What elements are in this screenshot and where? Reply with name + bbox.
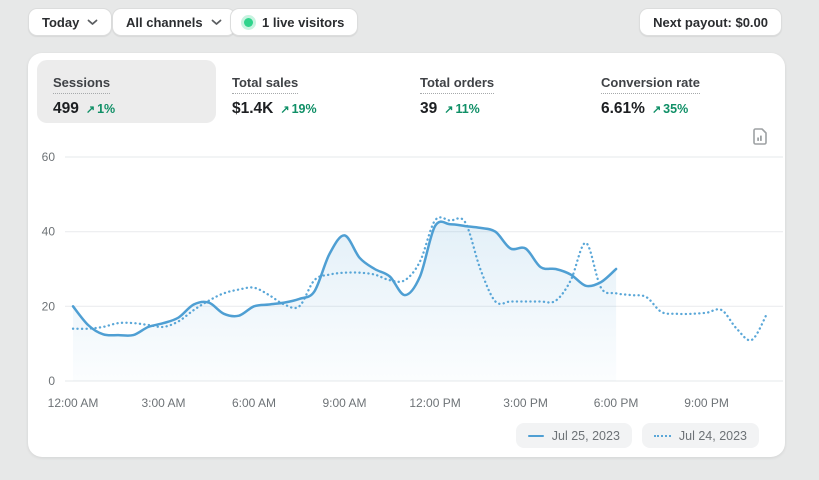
- y-axis-label: 60: [42, 150, 56, 164]
- trend-up-icon: ↗: [444, 104, 454, 116]
- live-indicator-dot-icon: [244, 17, 253, 27]
- report-file-icon: [752, 127, 767, 145]
- y-axis-label: 0: [48, 374, 55, 388]
- total-orders-metric-label: Total orders: [420, 75, 495, 94]
- sessions-metric-label: Sessions: [53, 75, 111, 94]
- sessions-line-chart[interactable]: 0 20 40 60 12:00 AM 3:00 AM 6:00 AM 9:00 AM 12:0…: [28, 146, 785, 430]
- next-payout-label: Next payout: $0.00: [653, 14, 768, 30]
- x-axis-label: 6:00 PM: [594, 396, 639, 410]
- total-orders-metric-value: 39: [420, 100, 438, 117]
- conversion-rate-metric-value: 6.61%: [601, 100, 645, 117]
- x-axis-label: 3:00 AM: [141, 396, 185, 410]
- x-axis-label: 12:00 AM: [48, 396, 99, 410]
- series-line-jul-25-2023: [71, 220, 618, 337]
- live-visitors-label: 1 live visitors: [262, 14, 345, 30]
- live-visitors-badge[interactable]: 1 live visitors: [230, 8, 359, 36]
- legend-label: Jul 24, 2023: [678, 428, 747, 443]
- x-axis-label: 9:00 AM: [323, 396, 367, 410]
- legend-item-jul-24[interactable]: Jul 24, 2023: [641, 423, 759, 448]
- x-axis-label: 6:00 AM: [232, 396, 276, 410]
- date-range-label: Today: [42, 14, 80, 30]
- total-sales-metric-value: $1.4K: [232, 100, 274, 117]
- total-orders-metric-delta: 11%: [455, 102, 480, 116]
- chevron-down-icon: [211, 19, 222, 26]
- date-range-dropdown[interactable]: Today: [28, 8, 113, 36]
- trend-up-icon: ↗: [651, 104, 662, 116]
- legend-label: Jul 25, 2023: [551, 428, 620, 443]
- chevron-down-icon: [87, 19, 98, 26]
- chart-legend: Jul 25, 2023 Jul 24, 2023: [515, 423, 759, 448]
- conversion-rate-metric-label: Conversion rate: [601, 75, 700, 94]
- x-axis-label: 12:00 PM: [409, 396, 460, 410]
- export-report-button[interactable]: [750, 126, 770, 146]
- dotted-line-swatch-icon: [653, 434, 671, 437]
- total-sales-metric-delta: 19%: [291, 102, 317, 116]
- y-axis-label: 40: [42, 225, 56, 239]
- trend-up-icon: ↗: [85, 104, 96, 116]
- legend-item-jul-25[interactable]: Jul 25, 2023: [515, 423, 632, 448]
- trend-up-icon: ↗: [280, 104, 290, 116]
- tab-sessions[interactable]: Sessions 499 ↗ 1%: [37, 60, 216, 123]
- solid-line-swatch-icon: [527, 434, 544, 437]
- x-axis-label: 9:00 PM: [684, 396, 729, 410]
- total-sales-metric-label: Total sales: [232, 75, 299, 94]
- conversion-rate-metric-delta: 35%: [663, 102, 689, 116]
- analytics-card: Sessions 499 ↗ 1% Total sales $1.4K ↗ 19…: [28, 53, 785, 457]
- sessions-metric-delta: 1%: [97, 102, 116, 116]
- tab-total-sales[interactable]: Total sales $1.4K ↗ 19%: [232, 74, 317, 118]
- tab-total-orders[interactable]: Total orders 39 ↗ 11%: [420, 74, 495, 118]
- y-axis-label: 20: [42, 299, 56, 313]
- channel-filter-dropdown[interactable]: All channels: [112, 8, 236, 36]
- series-area-fill: [73, 221, 617, 381]
- x-axis-label: 3:00 PM: [503, 396, 548, 410]
- sessions-metric-value: 499: [53, 100, 79, 117]
- channel-filter-label: All channels: [126, 14, 203, 30]
- next-payout-button[interactable]: Next payout: $0.00: [639, 8, 782, 36]
- tab-conversion-rate[interactable]: Conversion rate 6.61% ↗ 35%: [601, 74, 700, 118]
